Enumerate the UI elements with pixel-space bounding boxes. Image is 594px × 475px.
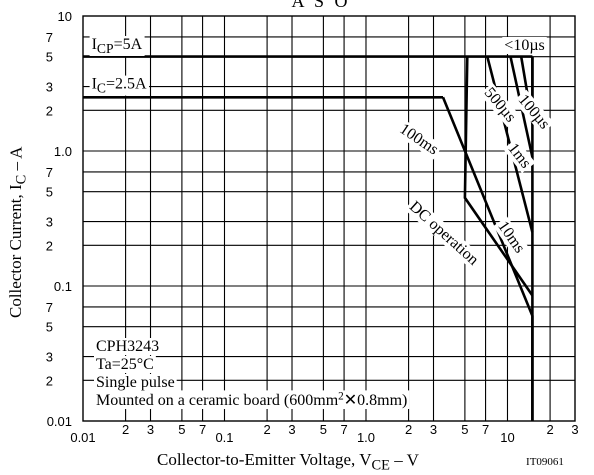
annotation-line: CPH3243 — [94, 338, 162, 355]
x-tick-label: 0.01 — [70, 430, 95, 445]
axis-titles: Collector-to-Emitter Voltage, VCE – V IT0… — [6, 146, 564, 474]
svg-text:Ta=25°C: Ta=25°C — [96, 356, 154, 373]
x-tick-label: 3 — [571, 422, 578, 437]
x-tick-label: 5 — [178, 422, 185, 437]
x-tick-label: 7 — [199, 422, 206, 437]
y-tick-label: 5 — [46, 50, 53, 65]
y-axis-title: Collector Current, IC – A — [6, 146, 29, 318]
series-line — [463, 56, 534, 297]
svg-text:IC=2.5A: IC=2.5A — [92, 76, 147, 96]
y-tick-label: 3 — [46, 80, 53, 95]
x-tick-label: 3 — [430, 422, 437, 437]
y-tick-label: 2 — [46, 238, 53, 253]
plot-frame — [82, 15, 576, 422]
y-tick-label: 0.01 — [47, 414, 72, 429]
x-tick-label: 2 — [263, 422, 270, 437]
curve-label: IC=2.5A — [89, 75, 150, 96]
y-tick-label: 1.0 — [54, 144, 72, 159]
curve-label: ICP=5A — [89, 36, 145, 56]
svg-text:Single pulse: Single pulse — [96, 374, 175, 391]
svg-text:CPH3243: CPH3243 — [96, 338, 159, 355]
y-tick-label: 2 — [46, 373, 53, 388]
curve-label: <10µs — [502, 37, 547, 54]
y-tick-label: 2 — [46, 103, 53, 118]
x-axis-title: Collector-to-Emitter Voltage, VCE – V — [157, 450, 420, 473]
x-tick-label: 7 — [482, 422, 489, 437]
grid-lines — [83, 16, 575, 421]
x-tick-label: 7 — [340, 422, 347, 437]
svg-text:ICP=5A: ICP=5A — [92, 36, 143, 56]
tick-labels: 0.01 0.1 1.0 102 3 5 7 2 3 5 7 2 3 5 7 2 30.010.11.01023… — [46, 9, 579, 445]
y-tick-label: 5 — [46, 185, 53, 200]
y-tick-label: 7 — [46, 300, 53, 315]
annotation-line: Single pulse — [94, 374, 177, 391]
x-tick-label: 0.1 — [215, 430, 233, 445]
y-tick-label: 3 — [46, 215, 53, 230]
x-tick-label: 2 — [405, 422, 412, 437]
figure-code: IT09061 — [526, 456, 564, 468]
y-tick-label: 3 — [46, 350, 53, 365]
y-tick-label: 10 — [58, 9, 72, 24]
x-tick-label: 3 — [288, 422, 295, 437]
x-tick-label: 10 — [500, 430, 514, 445]
x-tick-label: 2 — [122, 422, 129, 437]
x-tick-label: 3 — [147, 422, 154, 437]
x-tick-label: 2 — [546, 422, 553, 437]
y-tick-label: 7 — [46, 30, 53, 45]
svg-text:<10µs: <10µs — [504, 37, 544, 54]
annotation-line: Mounted on a ceramic board (600mm2✕0.8mm… — [94, 390, 410, 409]
chart-title: A S O — [291, 0, 350, 11]
x-tick-label: 5 — [461, 422, 468, 437]
y-tick-label: 5 — [46, 320, 53, 335]
x-tick-label: 5 — [320, 422, 327, 437]
svg-text:Mounted on a ceramic board (60: Mounted on a ceramic board (600mm2✕0.8mm… — [96, 390, 407, 409]
x-tick-label: 1.0 — [357, 430, 375, 445]
y-tick-label: 7 — [46, 165, 53, 180]
y-tick-label: 0.1 — [54, 279, 72, 294]
annotation-line: Ta=25°C — [94, 356, 156, 373]
axis-frame — [82, 15, 576, 422]
